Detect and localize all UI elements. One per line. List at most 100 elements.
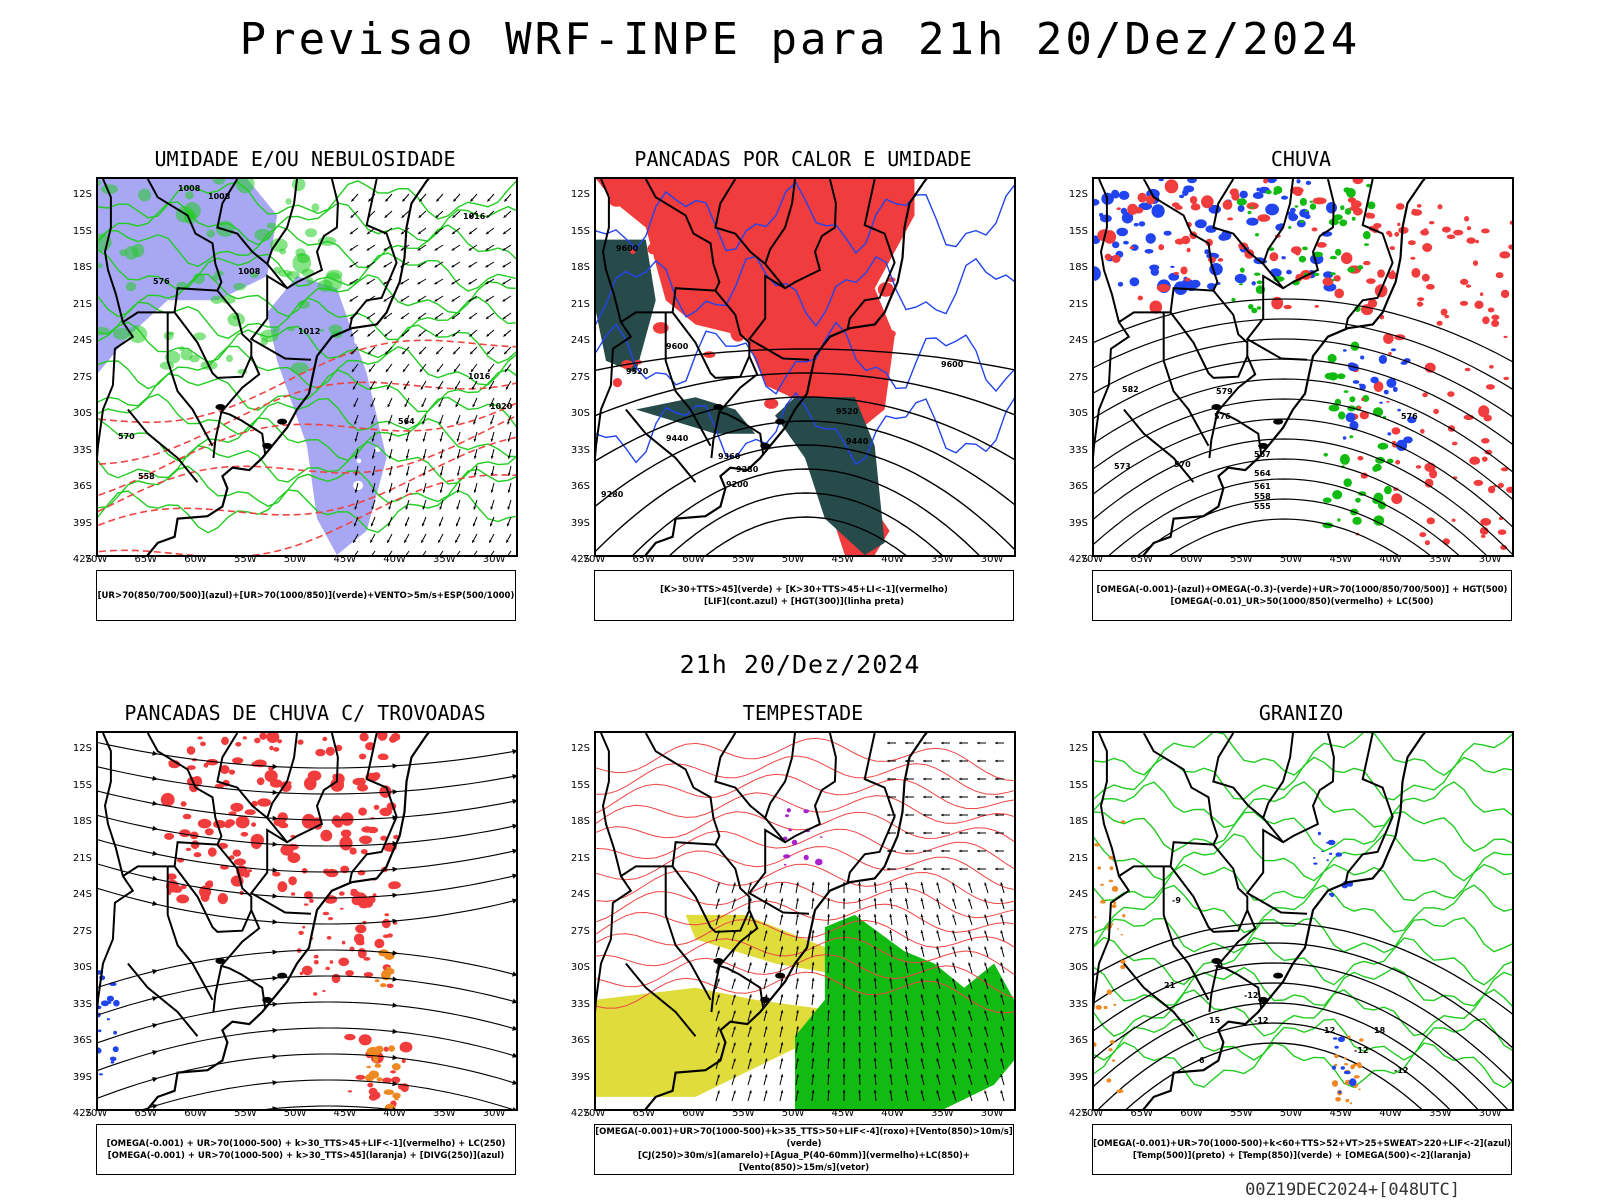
storm-red-cells-cell xyxy=(256,777,265,786)
wind-vector-head xyxy=(811,1058,815,1061)
omega-blue-cells-cell xyxy=(1094,266,1101,281)
lon-tick-label: 40W xyxy=(383,554,406,565)
wind-vector-head xyxy=(387,404,391,408)
wind-vector-head xyxy=(453,351,456,355)
wind-vector-head xyxy=(370,539,373,543)
storm-red-cells-coast-cell xyxy=(313,992,318,996)
omega-blue-cells-cell xyxy=(1170,265,1175,268)
oceanic-red-cells-cell xyxy=(1474,300,1484,309)
contour-label: 9600 xyxy=(616,244,639,253)
wind-vector-head xyxy=(905,777,908,781)
wind-vector-head xyxy=(439,421,442,425)
border-line xyxy=(764,179,796,289)
wind-vector-head xyxy=(507,489,511,493)
hgt300-contours-line xyxy=(596,420,1014,507)
oceanic-red-cells-cell xyxy=(1397,222,1401,227)
wind-vector-head xyxy=(780,882,784,886)
severe-purple-cells-cell xyxy=(791,839,798,846)
wind-vector-head xyxy=(796,1042,799,1045)
wind-vector-head xyxy=(368,198,372,202)
lc850-red-contours-line xyxy=(596,900,1014,935)
border-line xyxy=(747,179,837,361)
clear-gaps-cell xyxy=(353,480,364,491)
contour-label: 561 xyxy=(1254,482,1271,491)
omega-red-cells xyxy=(1097,179,1397,316)
contour-label: 576 xyxy=(153,277,170,286)
wind-vector-head xyxy=(349,264,353,268)
wind-vector-head xyxy=(504,351,507,355)
wind-vector-head xyxy=(984,930,987,934)
border-line xyxy=(1208,965,1219,1013)
lake-mark xyxy=(277,972,288,979)
omega-blue-cells-cell xyxy=(1121,211,1134,224)
wind-vector-head xyxy=(905,795,908,799)
wind-vector-head xyxy=(470,198,474,202)
omega-orange-cells-cell xyxy=(1106,1078,1112,1083)
wind-vector-head xyxy=(995,795,998,799)
omega-blue-cells-cell xyxy=(1218,233,1229,241)
wind-vector-head xyxy=(489,539,492,543)
wind-vector-head xyxy=(418,231,421,235)
wind-vector-head xyxy=(383,281,387,285)
wind-vector-head xyxy=(419,369,423,372)
lon-tick-label: 55W xyxy=(233,554,257,565)
oceanic-red-cells-cell xyxy=(1465,284,1472,288)
streamline-arrow xyxy=(152,875,158,881)
omega-blue-cells-cell xyxy=(1237,205,1245,212)
storm-red-cells-south-cell xyxy=(344,1033,356,1041)
legend-box-granizo: [OMEGA(-0.001)+UR>70(1000-500)+k<60+TTS>… xyxy=(1092,1124,1512,1175)
storm-red-cells-cell xyxy=(228,855,235,860)
storm-red-cells-cell xyxy=(185,847,192,851)
lat-tick-label: 12S xyxy=(570,189,590,200)
omega-green-cells-cell xyxy=(1256,306,1262,310)
omega-red-cells-cell xyxy=(1334,288,1344,299)
storm-red-cells-coast-cell xyxy=(384,913,390,917)
border-line xyxy=(846,179,896,329)
border-line xyxy=(266,733,298,843)
wind-vector-head xyxy=(485,316,489,319)
green-humidity-contours-line xyxy=(98,224,516,269)
storm-red-cells-cell xyxy=(257,798,272,807)
wind-vector-head xyxy=(366,247,370,251)
omega-blue-cells-cell xyxy=(1094,198,1100,206)
omega-orange-cells-south-cell xyxy=(1331,1080,1339,1087)
storm-red-cells-cell xyxy=(206,880,213,884)
contour-label: 573 xyxy=(1114,462,1131,471)
wind-vector-head xyxy=(383,247,387,251)
frontal-green-cells-cell xyxy=(1332,490,1343,500)
panel-title-pancadas-trovoadas: PANCADAS DE CHUVA C/ TROVOADAS xyxy=(124,701,486,725)
storm-red-cells-cell xyxy=(359,835,373,845)
streamline-arrow xyxy=(392,976,398,982)
wind-vector-head xyxy=(952,882,955,886)
storm-orange-cells-cell xyxy=(388,1045,395,1052)
storm-red-cells-cell xyxy=(190,840,200,850)
wind-vector-head xyxy=(904,1090,908,1094)
storm-red-cells-cell xyxy=(323,868,330,875)
storm-red-cells-cell xyxy=(359,733,369,742)
oceanic-red-cells-cell xyxy=(1451,441,1458,446)
lc850-red-contours-line xyxy=(596,828,1014,870)
wind-vector-head xyxy=(354,506,358,510)
frontal-blue-cells-cell xyxy=(1392,386,1398,392)
oceanic-red-cells-cell xyxy=(1491,314,1500,320)
wind-vector-head xyxy=(827,994,830,997)
lon-tick-label: 65W xyxy=(1130,1108,1154,1119)
storm-orange-cells-cell xyxy=(391,1063,401,1071)
lat-tick-label: 12S xyxy=(1068,189,1088,200)
lat-tick-label: 27S xyxy=(570,371,590,383)
omega-orange-cells-cell xyxy=(1108,1048,1113,1052)
omega-red-cells-cell xyxy=(1341,252,1353,265)
storm-orange-cells-cell xyxy=(392,1092,401,1099)
omega-red-cells-cell xyxy=(1227,217,1234,221)
wind-vector-head xyxy=(920,1090,924,1094)
wind-vector-head xyxy=(485,281,489,285)
wind-vector-head xyxy=(368,351,371,355)
temp850-green-contours-line xyxy=(1094,833,1512,882)
lake-mark xyxy=(1273,418,1284,425)
storm-red-cells-cell xyxy=(359,753,367,760)
lat-tick-label: 15S xyxy=(72,225,92,237)
storm-orange-cells-cell xyxy=(374,1063,382,1068)
wind-vector-head xyxy=(749,946,752,950)
omega-red-cells-cell xyxy=(1129,246,1135,249)
contour-label: 1012 xyxy=(298,327,320,336)
